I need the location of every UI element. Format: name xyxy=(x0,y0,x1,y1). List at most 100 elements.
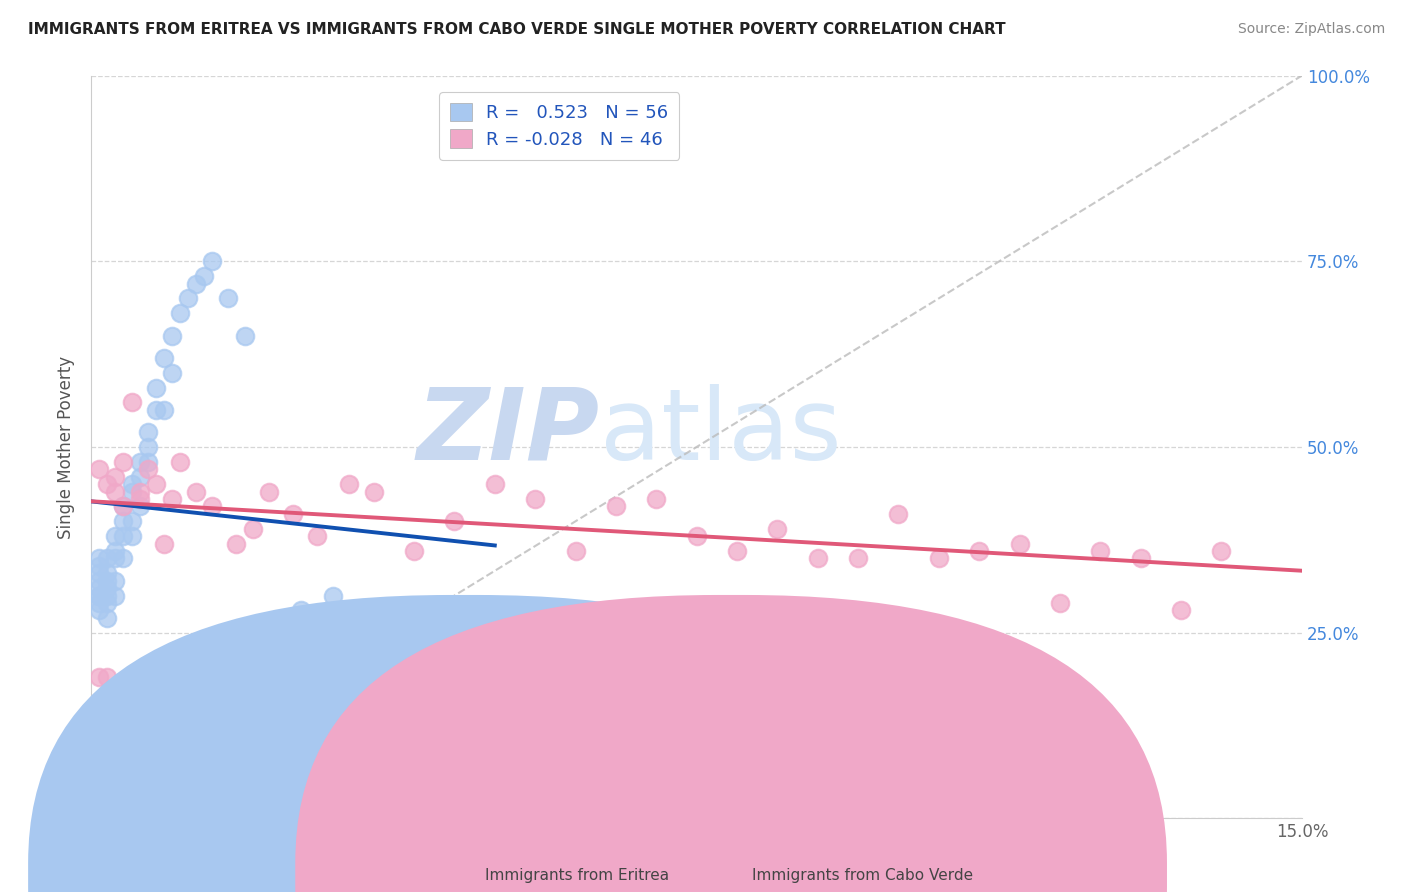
Point xyxy=(136,440,159,454)
Point xyxy=(104,484,127,499)
Point xyxy=(145,402,167,417)
Point xyxy=(169,306,191,320)
Point xyxy=(928,551,950,566)
Point xyxy=(89,566,111,581)
Point xyxy=(339,477,361,491)
Point xyxy=(112,500,135,514)
Point xyxy=(89,670,111,684)
Point xyxy=(112,500,135,514)
Point xyxy=(89,462,111,476)
Point xyxy=(249,648,271,662)
Point xyxy=(307,529,329,543)
Point xyxy=(257,484,280,499)
Point xyxy=(967,544,990,558)
Point xyxy=(104,589,127,603)
Text: Immigrants from Cabo Verde: Immigrants from Cabo Verde xyxy=(752,869,973,883)
Text: Immigrants from Eritrea: Immigrants from Eritrea xyxy=(485,869,669,883)
Point xyxy=(184,277,207,291)
Point xyxy=(225,536,247,550)
Point xyxy=(89,603,111,617)
Point xyxy=(89,574,111,588)
Point xyxy=(128,484,150,499)
Point xyxy=(128,491,150,506)
Point xyxy=(1211,544,1233,558)
Point xyxy=(184,484,207,499)
Point xyxy=(1170,603,1192,617)
Point xyxy=(121,477,143,491)
Point xyxy=(112,529,135,543)
Point xyxy=(121,395,143,409)
Point xyxy=(402,544,425,558)
Point xyxy=(1090,544,1112,558)
Point xyxy=(322,589,344,603)
Point xyxy=(281,507,304,521)
Text: IMMIGRANTS FROM ERITREA VS IMMIGRANTS FROM CABO VERDE SINGLE MOTHER POVERTY CORR: IMMIGRANTS FROM ERITREA VS IMMIGRANTS FR… xyxy=(28,22,1005,37)
Point xyxy=(96,477,118,491)
Point xyxy=(96,574,118,588)
Point xyxy=(89,551,111,566)
Point xyxy=(128,500,150,514)
Point xyxy=(363,484,385,499)
Point xyxy=(233,328,256,343)
Point xyxy=(160,328,183,343)
Point xyxy=(96,596,118,610)
Legend: R =   0.523   N = 56, R = -0.028   N = 46: R = 0.523 N = 56, R = -0.028 N = 46 xyxy=(439,92,679,160)
Point xyxy=(96,589,118,603)
Y-axis label: Single Mother Poverty: Single Mother Poverty xyxy=(58,355,75,539)
Point xyxy=(402,603,425,617)
Point xyxy=(96,611,118,625)
Point xyxy=(274,625,297,640)
Point xyxy=(104,551,127,566)
Point xyxy=(136,455,159,469)
Point xyxy=(89,589,111,603)
Point xyxy=(104,544,127,558)
Point xyxy=(112,455,135,469)
Point xyxy=(104,469,127,483)
Point xyxy=(443,514,465,528)
Point xyxy=(121,529,143,543)
Point xyxy=(1129,551,1152,566)
Point xyxy=(645,491,668,506)
Point xyxy=(160,366,183,380)
Point xyxy=(484,477,506,491)
Point xyxy=(443,648,465,662)
Point xyxy=(217,292,239,306)
Point xyxy=(1049,596,1071,610)
Point xyxy=(1008,536,1031,550)
Point xyxy=(242,522,264,536)
Point xyxy=(89,558,111,573)
Point xyxy=(605,500,627,514)
Point xyxy=(112,551,135,566)
Point xyxy=(524,491,547,506)
Point xyxy=(89,581,111,595)
Point xyxy=(766,522,789,536)
Point xyxy=(96,670,118,684)
Point xyxy=(807,551,830,566)
Point xyxy=(193,269,215,284)
Point xyxy=(96,566,118,581)
Point xyxy=(128,469,150,483)
Point xyxy=(887,507,910,521)
Point xyxy=(153,351,176,365)
Point xyxy=(177,292,200,306)
Point xyxy=(363,625,385,640)
Point xyxy=(725,544,748,558)
Point xyxy=(290,603,312,617)
Point xyxy=(136,425,159,439)
Point xyxy=(128,455,150,469)
Point xyxy=(201,500,224,514)
Point xyxy=(136,462,159,476)
Point xyxy=(484,663,506,677)
Text: ZIP: ZIP xyxy=(416,384,600,481)
Point xyxy=(564,544,586,558)
Point xyxy=(96,551,118,566)
Point xyxy=(89,596,111,610)
Point xyxy=(104,529,127,543)
Point xyxy=(153,402,176,417)
Point xyxy=(145,380,167,394)
Point xyxy=(153,536,176,550)
Point xyxy=(169,455,191,469)
Point xyxy=(112,514,135,528)
Point xyxy=(89,589,111,603)
Point xyxy=(160,491,183,506)
